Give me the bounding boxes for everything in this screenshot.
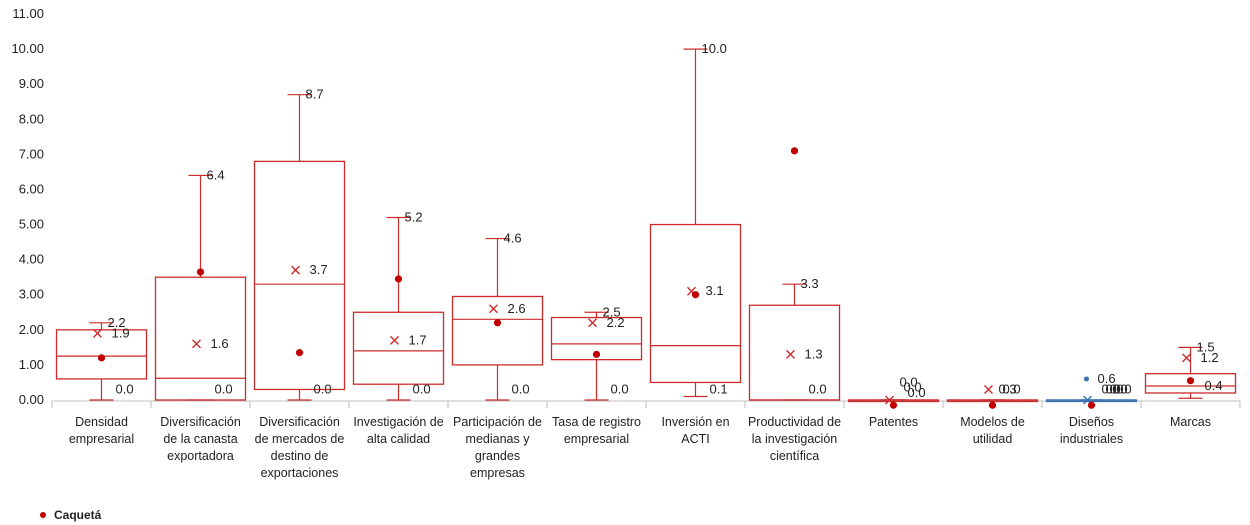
value-label: 1.3 bbox=[805, 346, 823, 361]
value-label: 0.3 bbox=[999, 381, 1017, 396]
value-label: 0.0 bbox=[1110, 381, 1128, 396]
caqueta-point bbox=[97, 354, 106, 362]
mean-marker bbox=[489, 304, 498, 314]
mean-marker bbox=[291, 265, 300, 275]
category-label: Modelos de utilidad bbox=[960, 415, 1025, 446]
caqueta-point bbox=[988, 401, 997, 409]
value-label: 5.2 bbox=[405, 210, 423, 225]
legend-label-caqueta: Caquetá bbox=[54, 508, 102, 522]
value-label: 1.6 bbox=[211, 336, 229, 351]
value-label: 0.0 bbox=[116, 381, 134, 396]
value-label: 3.3 bbox=[801, 276, 819, 291]
value-label: 0.0 bbox=[1003, 381, 1021, 396]
value-label: 3.7 bbox=[310, 262, 328, 277]
caqueta-point bbox=[295, 349, 304, 357]
value-label: 0.4 bbox=[1205, 378, 1223, 393]
caqueta-point bbox=[394, 275, 403, 283]
y-tick-label: 4.00 bbox=[19, 252, 44, 267]
category-label: Patentes bbox=[869, 415, 918, 429]
value-label: 0.0 bbox=[809, 381, 827, 396]
value-label: 0.0 bbox=[904, 380, 922, 395]
value-label: 1.9 bbox=[112, 325, 130, 340]
outlier-point bbox=[1084, 376, 1089, 382]
y-tick-label: 9.00 bbox=[19, 76, 44, 91]
value-label: 0.0 bbox=[908, 385, 926, 400]
y-tick-label: 10.00 bbox=[11, 41, 44, 56]
value-label: 0.6 bbox=[1098, 371, 1116, 386]
value-label: 8.7 bbox=[306, 87, 324, 102]
category-label: Participación de medianas y grandes empresa… bbox=[453, 415, 542, 480]
legend-marker-caqueta bbox=[40, 512, 46, 518]
legend: Caquetá bbox=[40, 508, 101, 522]
y-tick-label: 7.00 bbox=[19, 146, 44, 161]
value-label: 2.5 bbox=[603, 304, 621, 319]
caqueta-point bbox=[493, 319, 502, 327]
y-tick-label: 6.00 bbox=[19, 181, 44, 196]
mean-marker bbox=[192, 339, 201, 349]
category-label: Diseños industriales bbox=[1060, 415, 1123, 446]
value-label: 6.4 bbox=[207, 167, 225, 182]
caqueta-point bbox=[196, 268, 205, 276]
box-iqr bbox=[1144, 373, 1237, 394]
category-label: Densidad empresarial bbox=[69, 415, 134, 446]
box-iqr bbox=[649, 223, 742, 384]
y-tick-label: 0.00 bbox=[19, 392, 44, 407]
category-label: Productividad de la investigación científi… bbox=[748, 415, 841, 463]
y-tick-label: 5.00 bbox=[19, 217, 44, 232]
value-label: 10.0 bbox=[702, 41, 727, 56]
value-label: 0.1 bbox=[710, 381, 728, 396]
box-iqr bbox=[352, 311, 445, 385]
caqueta-point bbox=[592, 350, 601, 358]
value-label: 3.1 bbox=[706, 283, 724, 298]
category-label: Diversificación de la canasta exportadora bbox=[160, 415, 241, 463]
caqueta-point bbox=[1087, 401, 1096, 409]
value-label: 0.0 bbox=[512, 381, 530, 396]
box-iqr bbox=[154, 276, 247, 401]
mean-marker bbox=[1182, 353, 1191, 363]
value-label: 2.2 bbox=[108, 315, 126, 330]
value-label: 2.2 bbox=[607, 315, 625, 330]
value-label: 0.0 bbox=[314, 381, 332, 396]
value-label: 0.0 bbox=[215, 381, 233, 396]
caqueta-point bbox=[691, 291, 700, 299]
value-label: 1.2 bbox=[1201, 350, 1219, 365]
box-iqr bbox=[550, 316, 643, 361]
value-label: 0.0 bbox=[1106, 381, 1124, 396]
y-tick-label: 3.00 bbox=[19, 287, 44, 302]
value-label: 1.7 bbox=[409, 332, 427, 347]
mean-marker bbox=[93, 328, 102, 338]
value-label: 0.0 bbox=[900, 374, 918, 389]
mean-marker bbox=[390, 335, 399, 345]
value-label: 2.6 bbox=[508, 301, 526, 316]
y-tick-label: 11.00 bbox=[12, 6, 44, 21]
value-label: 0.0 bbox=[1102, 381, 1120, 396]
mean-marker bbox=[588, 318, 597, 328]
value-label: 0.0 bbox=[611, 381, 629, 396]
y-tick-label: 1.00 bbox=[19, 357, 44, 372]
y-tick-label: 2.00 bbox=[19, 322, 44, 337]
category-label: Diversificación de mercados de destino de e… bbox=[255, 415, 345, 480]
mean-marker bbox=[984, 384, 993, 394]
value-label: 4.6 bbox=[504, 231, 522, 246]
category-label: Investigación de alta calidad bbox=[353, 415, 443, 446]
category-label: Inversión en ACTI bbox=[661, 415, 729, 446]
value-label: 1.5 bbox=[1197, 339, 1215, 354]
category-label: Tasa de registro empresarial bbox=[552, 415, 641, 446]
value-label: 0.0 bbox=[1114, 381, 1132, 396]
category-label: Marcas bbox=[1170, 415, 1211, 429]
y-tick-label: 8.00 bbox=[19, 111, 44, 126]
box-iqr bbox=[253, 160, 346, 391]
caqueta-point bbox=[1186, 377, 1195, 385]
mean-marker bbox=[786, 349, 795, 359]
box-iqr bbox=[451, 295, 544, 366]
caqueta-point bbox=[889, 401, 898, 409]
value-label: 0.0 bbox=[413, 381, 431, 396]
caqueta-point bbox=[790, 147, 799, 155]
